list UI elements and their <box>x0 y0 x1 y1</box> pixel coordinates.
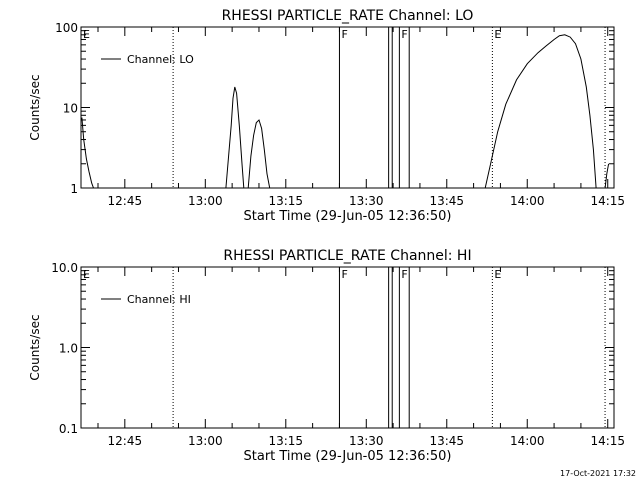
chart-title: RHESSI PARTICLE_RATE Channel: LO <box>222 8 474 24</box>
event-marker-label: F <box>401 268 407 281</box>
x-tick-label: 14:15 <box>590 194 625 208</box>
chart-panel-2: RHESSI PARTICLE_RATE Channel: HI Counts/s… <box>28 248 625 464</box>
event-marker-label: E <box>83 268 90 281</box>
x-axis-label: Start Time (29-Jun-05 12:36:50) <box>244 449 452 464</box>
series-line <box>247 119 271 188</box>
x-tick-label: 13:00 <box>188 434 223 448</box>
series-line <box>81 117 94 188</box>
chart-panel-1: RHESSI PARTICLE_RATE Channel: LO Counts/s… <box>28 8 625 224</box>
x-tick-label: 12:45 <box>108 434 143 448</box>
chart-title: RHESSI PARTICLE_RATE Channel: HI <box>223 248 471 264</box>
y-tick-label: 10 <box>63 102 78 116</box>
x-tick-label: 13:15 <box>268 434 303 448</box>
y-tick-label: 100 <box>55 21 78 35</box>
legend: Channel: LO <box>101 53 194 66</box>
generation-timestamp: 17-Oct-2021 17:32 <box>560 469 636 478</box>
x-tick-label: 12:45 <box>108 194 143 208</box>
legend-label: Channel: HI <box>127 293 191 306</box>
y-tick-label: 0.1 <box>59 422 78 436</box>
event-marker-label: F <box>341 28 347 41</box>
event-marker-label: E <box>83 28 90 41</box>
y-tick-label: 10.0 <box>51 261 78 275</box>
x-tick-label: 13:45 <box>429 434 464 448</box>
series-line <box>484 34 597 188</box>
event-marker-label: E <box>494 268 501 281</box>
y-axis-label: Counts/sec <box>28 314 42 380</box>
x-axis-label: Start Time (29-Jun-05 12:36:50) <box>244 209 452 224</box>
plot-frame <box>80 266 615 429</box>
x-tick-label: 13:15 <box>268 194 303 208</box>
series-line <box>604 163 610 188</box>
x-tick-label: 14:00 <box>510 434 545 448</box>
event-marker-label: F <box>401 28 407 41</box>
event-marker-label: F <box>341 268 347 281</box>
y-tick-label: 1.0 <box>59 342 78 356</box>
x-tick-label: 14:00 <box>510 194 545 208</box>
event-marker-label: E <box>494 28 501 41</box>
y-tick-label: 1 <box>70 182 78 196</box>
x-tick-label: 13:45 <box>429 194 464 208</box>
x-tick-label: 14:15 <box>590 434 625 448</box>
y-axis-label: Counts/sec <box>28 74 42 140</box>
plot-frame <box>80 26 615 189</box>
series-line <box>225 86 245 188</box>
legend: Channel: HI <box>101 293 191 306</box>
x-tick-label: 13:30 <box>349 434 384 448</box>
x-tick-label: 13:30 <box>349 194 384 208</box>
legend-label: Channel: LO <box>127 53 194 66</box>
x-tick-label: 13:00 <box>188 194 223 208</box>
